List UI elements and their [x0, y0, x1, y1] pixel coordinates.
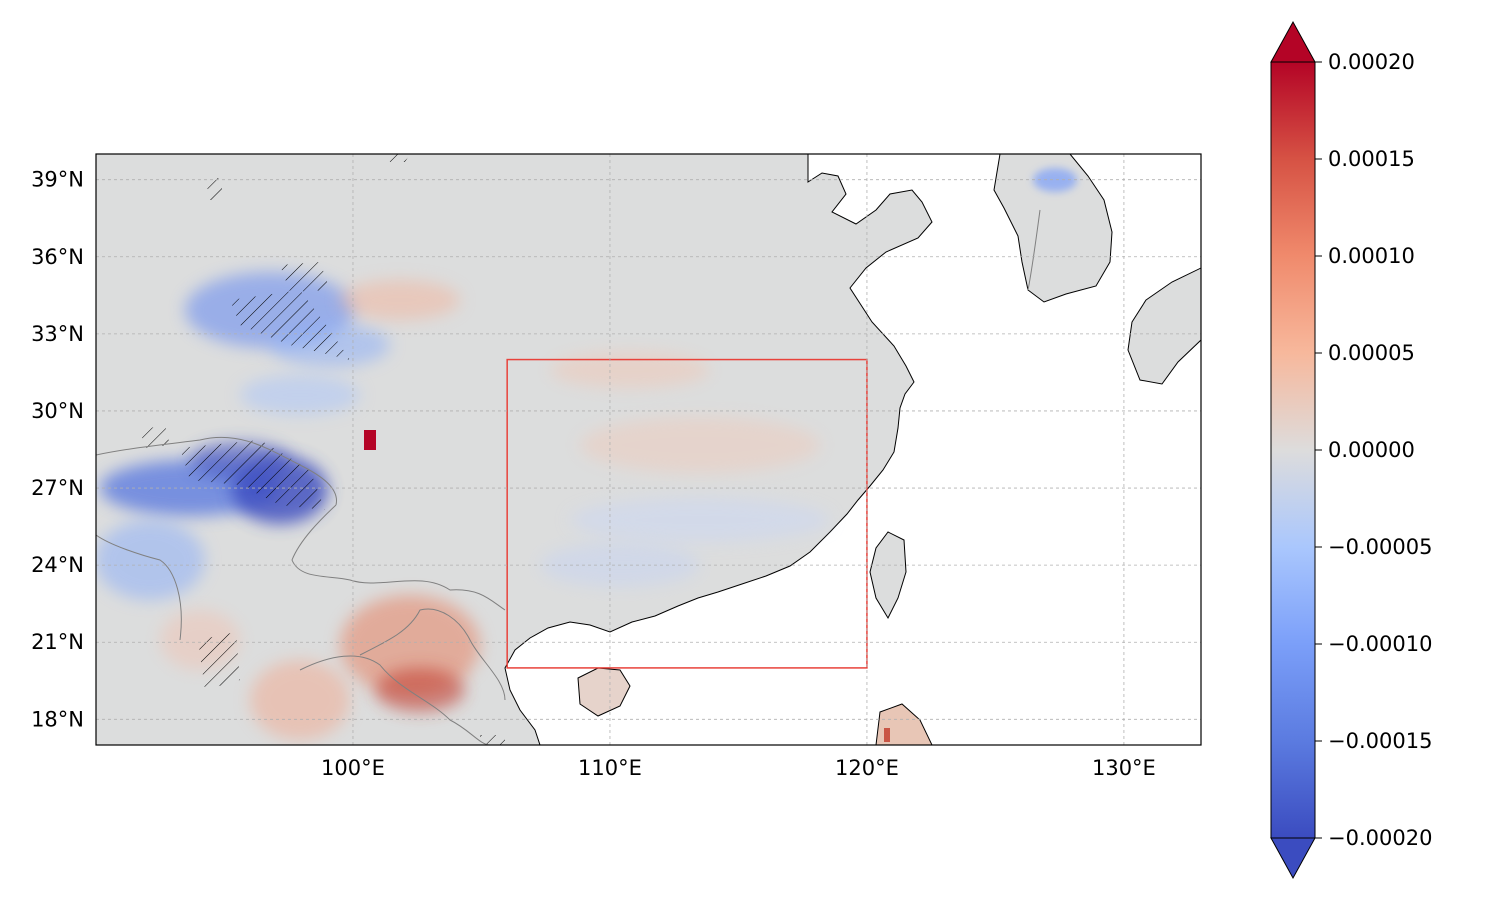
- colorbar-tick-label: −0.00010: [1328, 632, 1432, 656]
- colorbar-gradient: [1271, 62, 1315, 838]
- colorbar-tick-label: 0.00005: [1328, 341, 1415, 365]
- colorbar: 0.00020 0.00015 0.00010 0.00005 0.00000 −0.00…: [1270, 20, 1432, 880]
- colorbar-tick-label: −0.00020: [1328, 826, 1432, 850]
- lon-tick-label: 110°E: [578, 756, 642, 780]
- lat-tick-label: 39°N: [31, 168, 84, 192]
- colorbar-ticks: 0.00020 0.00015 0.00010 0.00005 0.00000 −0.00…: [1315, 50, 1432, 850]
- colorbar-extend-max: [1270, 20, 1316, 63]
- map-frame: [95, 153, 1202, 746]
- hotspot: [364, 430, 376, 450]
- colorbar-tick-label: 0.00000: [1328, 438, 1415, 462]
- map-area: [96, 154, 1201, 745]
- colorbar-tick-label: −0.00005: [1328, 535, 1432, 559]
- land-korea: [993, 154, 1113, 303]
- colorbar-extend-min: [1270, 837, 1316, 880]
- lat-tick-label: 36°N: [31, 245, 84, 269]
- longitude-ticks: 100°E 110°E 120°E 130°E: [321, 756, 1156, 780]
- region-box: [506, 358, 868, 669]
- lon-tick-label: 130°E: [1092, 756, 1156, 780]
- lat-tick-label: 30°N: [31, 399, 84, 423]
- land-japan: [1127, 267, 1201, 385]
- colorbar-tick-label: 0.00015: [1328, 147, 1415, 171]
- lat-tick-label: 21°N: [31, 630, 84, 654]
- significance-hatching: [140, 154, 505, 745]
- gridlines: [96, 154, 1201, 745]
- colorbar-tick-label: −0.00015: [1328, 729, 1432, 753]
- lat-tick-label: 18°N: [31, 707, 84, 731]
- lat-tick-label: 24°N: [31, 553, 84, 577]
- land-taiwan: [869, 531, 907, 620]
- lat-tick-label: 33°N: [31, 322, 84, 346]
- latitude-ticks: 18°N 21°N 24°N 27°N 30°N 33°N 36°N 39°N: [31, 168, 84, 732]
- colorbar-tick-label: 0.00020: [1328, 50, 1415, 74]
- country-borders: [96, 209, 1041, 745]
- lat-tick-label: 27°N: [31, 476, 84, 500]
- lon-tick-label: 100°E: [321, 756, 385, 780]
- lon-tick-label: 120°E: [835, 756, 899, 780]
- colorbar-tick-label: 0.00010: [1328, 244, 1415, 268]
